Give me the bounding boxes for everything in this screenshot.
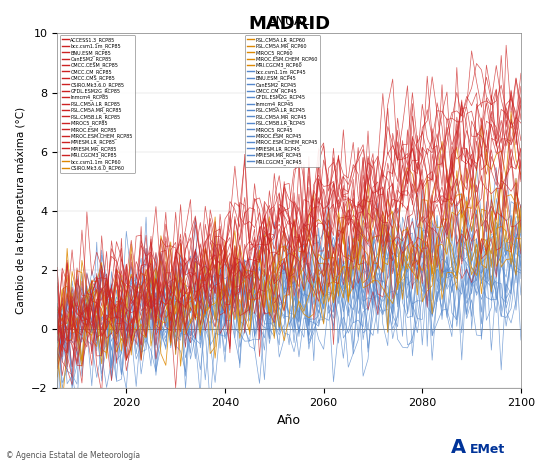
- Text: EMet: EMet: [470, 444, 505, 456]
- Text: A: A: [451, 438, 466, 457]
- X-axis label: Año: Año: [277, 414, 301, 427]
- Text: ANUAL: ANUAL: [268, 15, 310, 28]
- Text: © Agencia Estatal de Meteorología: © Agencia Estatal de Meteorología: [6, 451, 140, 460]
- Title: MADRID: MADRID: [248, 15, 330, 33]
- Legend: PSL.CM5A.LR_RCP60, PSL.CM5A.MR_RCP60, MIROC5_RCP60, MIROC.ESM.CHEM_RCP60, MRI.CG: PSL.CM5A.LR_RCP60, PSL.CM5A.MR_RCP60, MI…: [245, 35, 320, 167]
- Y-axis label: Cambio de la temperatura máxima (°C): Cambio de la temperatura máxima (°C): [15, 107, 25, 315]
